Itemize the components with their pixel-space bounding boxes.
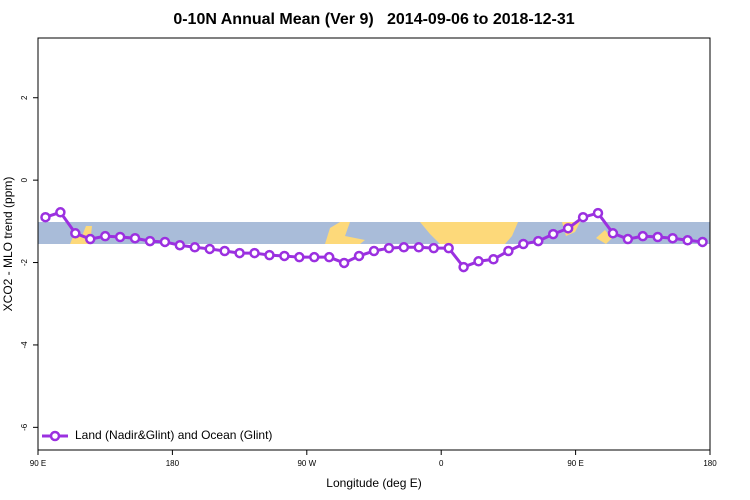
data-point xyxy=(264,249,275,261)
data-point xyxy=(682,235,693,246)
data-point xyxy=(309,251,320,263)
data-point xyxy=(592,207,604,219)
data-point xyxy=(637,230,649,242)
data-point xyxy=(279,250,290,262)
data-point xyxy=(458,261,469,273)
y-tick-label: 2 xyxy=(20,95,29,100)
data-point xyxy=(70,228,81,239)
x-tick-label: 180 xyxy=(703,459,717,468)
data-point xyxy=(338,257,350,269)
data-point xyxy=(533,235,544,247)
x-axis-label: Longitude (deg E) xyxy=(326,476,421,490)
data-point xyxy=(85,233,96,245)
data-point xyxy=(294,251,305,263)
data-point xyxy=(99,230,111,242)
data-point xyxy=(40,211,51,223)
chart-title: 0-10N Annual Mean (Ver 9) 2014-09-06 to … xyxy=(173,11,574,28)
y-tick-label: -4 xyxy=(20,341,29,349)
data-point xyxy=(189,242,201,253)
data-point xyxy=(234,247,245,259)
data-point xyxy=(503,245,514,257)
data-point xyxy=(323,251,335,263)
data-point xyxy=(443,242,454,254)
data-point xyxy=(667,232,678,244)
x-tick-label: 90 W xyxy=(297,459,316,468)
data-point xyxy=(249,247,260,259)
data-point xyxy=(697,236,708,248)
data-point xyxy=(204,243,215,255)
legend-label: Land (Nadir&Glint) and Ocean (Glint) xyxy=(75,428,272,442)
plot-frame xyxy=(37,37,711,451)
data-point xyxy=(547,228,559,240)
data-point xyxy=(368,245,380,257)
data-point xyxy=(353,250,365,262)
data-point xyxy=(622,233,634,245)
data-point xyxy=(488,253,499,265)
data-point xyxy=(413,242,425,253)
data-point xyxy=(398,242,410,253)
data-point xyxy=(114,231,126,243)
data-point xyxy=(577,211,589,223)
y-tick-label: -6 xyxy=(20,423,29,431)
y-axis-label: XCO2 - MLO trend (ppm) xyxy=(1,177,15,312)
y-tick-label: -2 xyxy=(20,258,29,266)
y-tick-label: 0 xyxy=(20,177,29,182)
data-point xyxy=(219,245,230,257)
data-point xyxy=(607,228,619,239)
data-point xyxy=(144,235,156,247)
data-point xyxy=(473,256,484,267)
data-point xyxy=(174,239,186,251)
data-point xyxy=(159,236,171,248)
x-tick-label: 0 xyxy=(439,459,444,468)
data-point xyxy=(55,207,66,218)
x-tick-label: 180 xyxy=(166,459,180,468)
x-tick-label: 90 E xyxy=(567,459,583,468)
x-tick-label: 90 E xyxy=(30,459,46,468)
legend-marker xyxy=(49,430,61,442)
data-point xyxy=(129,232,141,244)
data-point xyxy=(428,242,439,254)
data-point xyxy=(518,238,529,250)
data-point xyxy=(383,242,395,254)
data-point xyxy=(562,223,574,234)
data-point xyxy=(652,231,663,243)
